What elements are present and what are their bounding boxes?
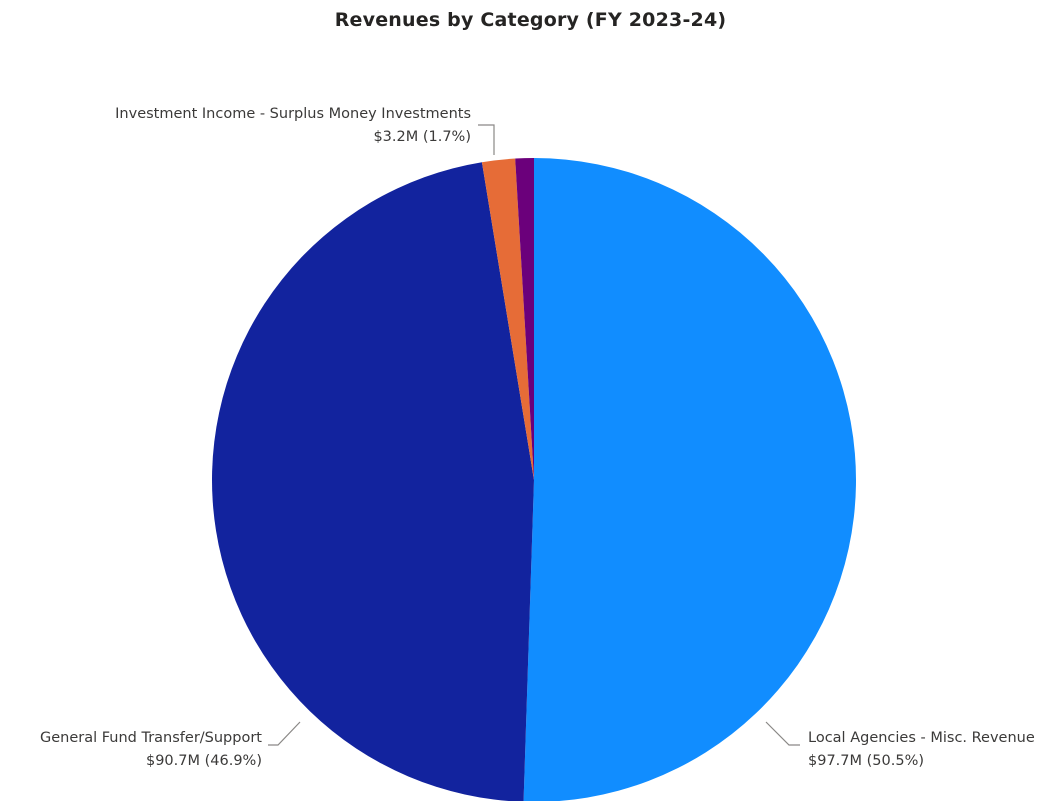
leader-line-0 <box>765 721 800 746</box>
pie-slice-1[interactable] <box>212 162 534 801</box>
slice-label-value-1: $90.7M (46.9%) <box>146 753 262 769</box>
slice-label-name-1: General Fund Transfer/Support <box>40 730 262 746</box>
pie-slice-3[interactable] <box>515 158 534 480</box>
slice-label-value-2: $3.2M (1.7%) <box>373 129 471 145</box>
pie-slice-2[interactable] <box>481 158 534 480</box>
slice-label-value-0: $97.7M (50.5%) <box>808 753 924 769</box>
chart-title: Revenues by Category (FY 2023-24) <box>334 9 727 31</box>
leader-line-2 <box>478 124 495 155</box>
pie-slice-0[interactable] <box>523 158 856 801</box>
slice-label-name-2: Investment Income - Surplus Money Invest… <box>115 106 471 122</box>
leader-line-1 <box>268 721 301 746</box>
slice-label-name-0: Local Agencies - Misc. Revenue <box>808 730 1035 746</box>
